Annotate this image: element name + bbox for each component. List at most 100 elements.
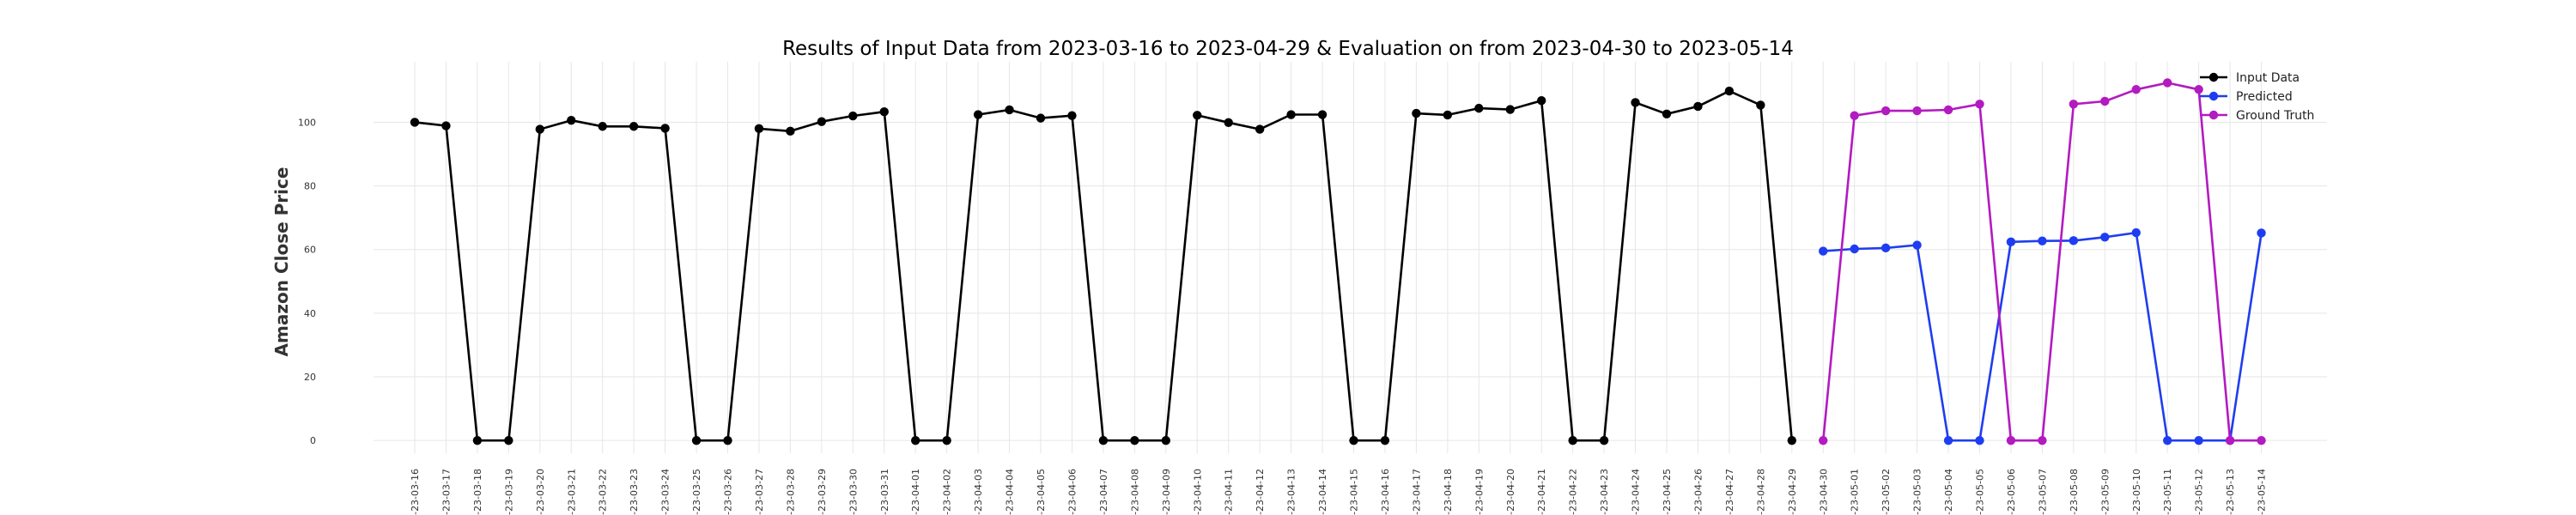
data-point — [1130, 435, 1139, 445]
data-point — [2194, 85, 2203, 94]
data-point — [2131, 85, 2141, 94]
x-tick-label: -23-04-05 — [1036, 469, 1047, 515]
x-tick-label: -23-04-08 — [1129, 469, 1140, 515]
x-tick-label: -23-03-22 — [598, 469, 609, 515]
data-point — [410, 118, 420, 127]
x-tick-label: -23-05-12 — [2194, 469, 2205, 515]
data-point — [1537, 96, 1546, 106]
data-point — [1975, 435, 1984, 445]
y-axis-label: Amazon Close Price — [271, 167, 292, 357]
data-point — [1693, 101, 1703, 112]
x-tick-label: -23-04-19 — [1473, 469, 1485, 515]
data-point — [1224, 118, 1233, 128]
data-point — [1599, 435, 1609, 445]
data-point — [1349, 435, 1358, 445]
x-tick-label: -23-05-03 — [1912, 469, 1923, 515]
x-tick-label: -23-04-26 — [1692, 469, 1704, 515]
data-point — [848, 111, 858, 121]
x-tick-label: -23-04-20 — [1505, 469, 1516, 515]
data-point — [2006, 435, 2016, 445]
x-tick-label: -23-03-30 — [848, 469, 859, 515]
data-point — [1631, 98, 1640, 107]
data-point — [2257, 228, 2266, 238]
y-tick-label: 0 — [310, 435, 316, 446]
x-tick-label: -23-05-11 — [2162, 469, 2173, 515]
data-point — [441, 121, 451, 130]
data-point — [1912, 240, 1922, 250]
data-point — [2194, 435, 2203, 445]
x-tick-label: -23-03-21 — [566, 469, 577, 515]
x-tick-label: -23-04-24 — [1631, 469, 1642, 515]
x-tick-label: -23-05-10 — [2131, 469, 2142, 515]
x-tick-label: -23-03-16 — [410, 469, 421, 515]
x-tick-label: -23-03-19 — [503, 469, 514, 515]
x-tick-label: -23-03-20 — [535, 469, 546, 515]
x-tick-label: -23-03-28 — [785, 469, 796, 515]
x-tick-label: -23-05-07 — [2037, 469, 2048, 515]
x-tick-label: -23-04-17 — [1411, 469, 1422, 515]
x-tick-label: -23-03-17 — [440, 469, 452, 515]
data-point — [723, 435, 732, 445]
data-point — [1067, 111, 1077, 120]
data-point — [2069, 100, 2079, 109]
x-tick-label: -23-04-02 — [942, 469, 953, 515]
data-point — [1161, 435, 1171, 445]
data-point — [2069, 236, 2079, 245]
data-point — [1286, 110, 1296, 119]
data-point — [879, 107, 889, 117]
data-point — [629, 122, 639, 131]
data-point — [1850, 111, 1859, 120]
data-point — [504, 435, 513, 445]
x-tick-label: -23-03-18 — [472, 469, 483, 515]
data-point — [1005, 105, 1014, 115]
x-tick-label: -23-05-05 — [1975, 469, 1986, 515]
x-tick-label: -23-05-09 — [2099, 469, 2111, 515]
legend-label: Ground Truth — [2236, 109, 2314, 123]
data-point — [2038, 435, 2047, 445]
data-point — [2131, 227, 2141, 238]
x-tick-label: -23-04-18 — [1443, 469, 1454, 515]
legend-label: Predicted — [2236, 90, 2293, 104]
data-point — [2100, 96, 2110, 106]
legend: Input Data Predicted Ground Truth — [2200, 71, 2314, 123]
x-tick-label: -23-05-02 — [1880, 469, 1892, 515]
x-tick-label: -23-04-16 — [1380, 469, 1391, 515]
data-point — [1443, 110, 1453, 120]
x-tick-label: -23-04-21 — [1536, 469, 1547, 515]
data-point — [472, 435, 483, 445]
legend-swatch-marker — [2208, 110, 2219, 120]
x-tick-label: -23-03-27 — [754, 469, 765, 515]
data-point — [1724, 86, 1735, 96]
data-point — [2038, 236, 2047, 245]
x-tick-label: -23-05-01 — [1850, 469, 1861, 515]
x-tick-label: -23-03-29 — [817, 469, 828, 515]
x-tick-label: -23-03-25 — [691, 469, 702, 515]
x-tick-label: -23-04-28 — [1755, 469, 1766, 515]
data-point — [754, 124, 764, 134]
axes: -23-03-16 -23-03-17 -23-03-18 -23-03-19 -23-… — [298, 117, 2268, 514]
data-point — [567, 116, 576, 125]
data-point — [817, 117, 827, 126]
x-tick-label: -23-04-25 — [1662, 469, 1673, 515]
x-tick-label: -23-04-10 — [1192, 469, 1203, 515]
x-tick-label: -23-03-26 — [723, 469, 734, 515]
x-tick-label: -23-04-15 — [1349, 469, 1360, 515]
data-point — [2163, 78, 2172, 88]
x-tick-label: -23-04-12 — [1255, 469, 1266, 515]
data-point — [1036, 113, 1046, 123]
x-tick-label: -23-04-03 — [973, 469, 984, 515]
y-tick-label: 80 — [304, 181, 316, 192]
data-point — [973, 110, 983, 119]
data-point — [1880, 243, 1891, 253]
x-tick-label: -23-04-11 — [1224, 469, 1235, 515]
y-tick-label: 100 — [298, 117, 316, 128]
data-point — [598, 122, 607, 131]
data-point — [1662, 109, 1672, 118]
data-point — [1193, 111, 1202, 120]
x-tick-label: -23-04-14 — [1317, 469, 1328, 515]
data-point — [1975, 100, 1984, 109]
y-tick-label: 40 — [304, 308, 316, 319]
x-tick-label: -23-04-04 — [1005, 469, 1016, 515]
data-point — [1756, 100, 1765, 110]
